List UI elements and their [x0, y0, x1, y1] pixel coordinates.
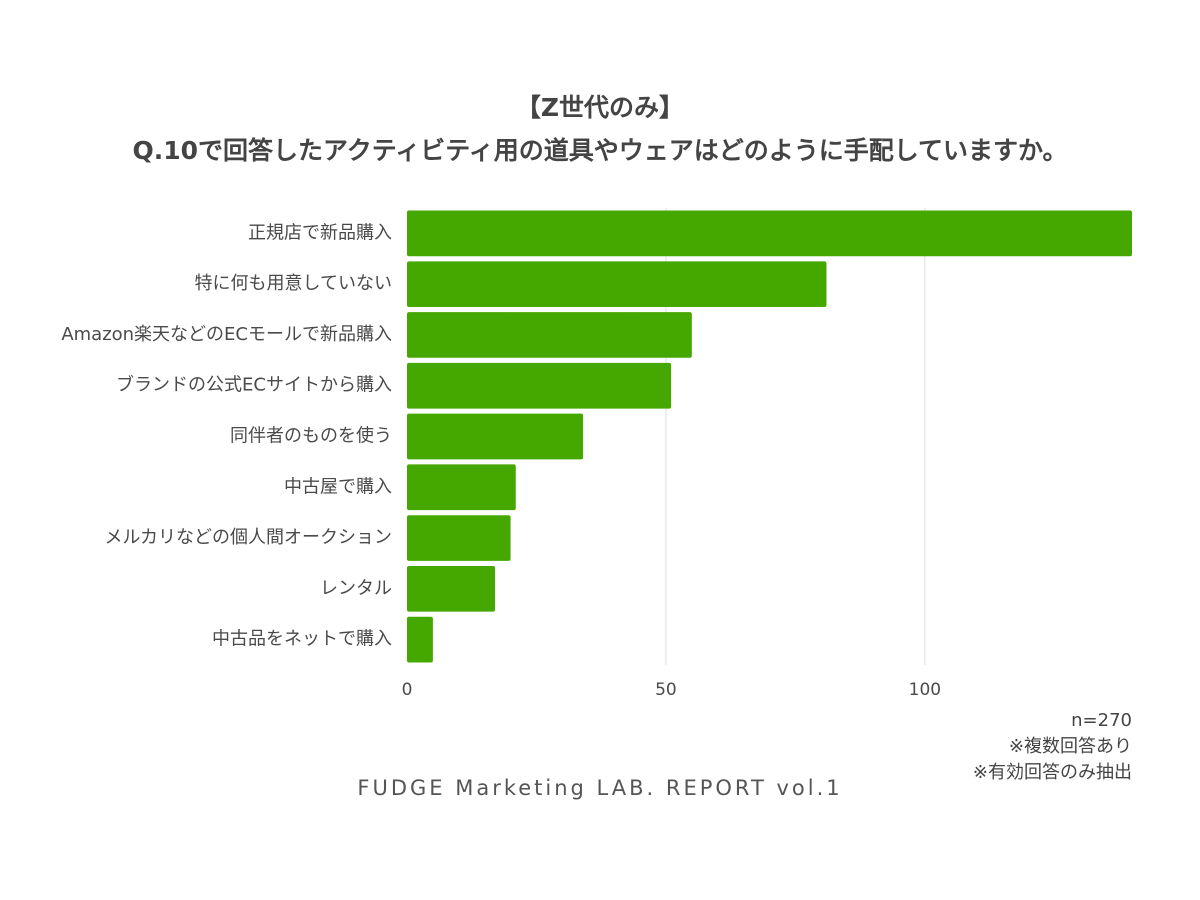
bar-2 [407, 312, 692, 358]
valid-answers-note: ※有効回答のみ抽出 [972, 762, 1132, 783]
x-tick-label-0: 0 [402, 680, 413, 700]
category-label-0: 正規店で新品購入 [248, 222, 392, 243]
bar-5 [407, 464, 516, 511]
chart-title-line-1: 【Z世代のみ】 [515, 93, 685, 122]
chart-title-line-2: Q.10で回答したアクティビティ用の道具やウェアはどのように手配していますか。 [132, 136, 1068, 165]
x-tick-layer: 0 50 100 [402, 680, 941, 700]
report-footer: FUDGE Marketing LAB. REPORT vol.1 [357, 776, 843, 800]
bar-6 [407, 515, 511, 561]
category-label-1: 特に何も用意していない [195, 273, 392, 294]
bar-4 [407, 413, 584, 460]
category-label-4: 同伴者のものを使う [230, 426, 392, 447]
x-tick-label-100: 100 [909, 680, 941, 700]
x-tick-label-50: 50 [655, 680, 677, 700]
category-label-2: Amazon楽天などのECモールで新品購入 [61, 324, 392, 345]
multiple-answers-note: ※複数回答あり [1008, 736, 1132, 757]
category-label-5: 中古屋で購入 [284, 476, 392, 497]
sample-size-note: n=270 [1071, 710, 1132, 731]
category-label-8: 中古品をネットで購入 [212, 629, 392, 650]
bar-0 [407, 210, 1132, 257]
bar-1 [407, 261, 827, 308]
notes-block: n=270 ※複数回答あり ※有効回答のみ抽出 [973, 708, 1132, 786]
category-label-7: レンタル [320, 578, 392, 599]
category-label-3: ブランドの公式ECサイトから購入 [116, 374, 392, 396]
bar-7 [407, 565, 496, 612]
bar-3 [407, 362, 672, 409]
bar-layer [407, 210, 1132, 663]
bar-8 [407, 616, 433, 663]
category-label-6: メルカリなどの個人間オークション [105, 527, 392, 548]
